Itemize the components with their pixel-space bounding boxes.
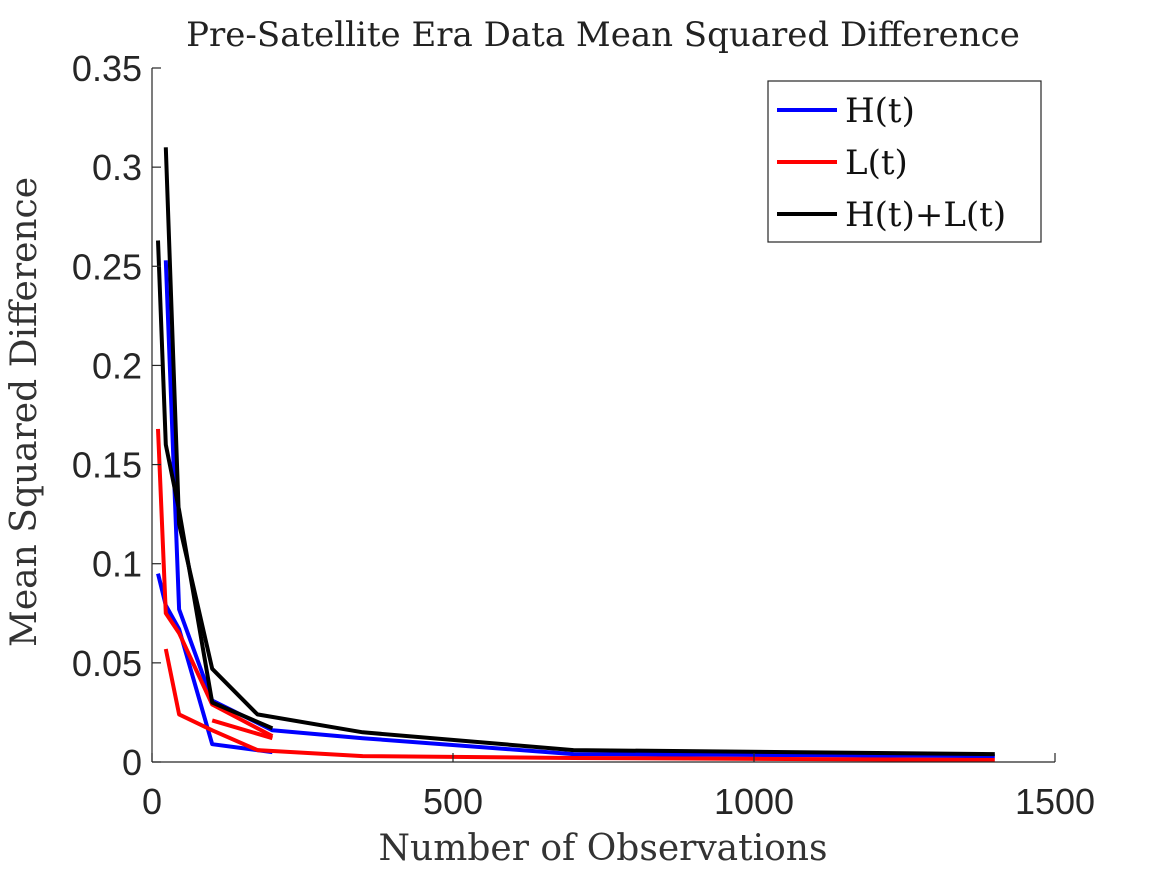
y-ticks: 0 0.05 0.1 0.15 0.2 0.25 0.3 0.35 (72, 48, 161, 783)
y-tick-label: 0.35 (72, 48, 142, 89)
x-axis-label: Number of Observations (379, 828, 828, 869)
x-tick-label: 0 (142, 781, 162, 822)
y-tick-label: 0.3 (92, 147, 142, 188)
y-tick-label: 0.2 (92, 345, 142, 386)
x-tick-label: 500 (423, 781, 483, 822)
y-axis-label: Mean Squared Difference (4, 177, 45, 647)
legend-label: H(t) (845, 91, 915, 131)
series-line-0-1 (163, 260, 995, 759)
series-line-1-1 (163, 648, 995, 762)
series-line-1-0 (156, 428, 274, 738)
series-layer (156, 147, 995, 762)
y-tick-label: 0.15 (72, 445, 142, 486)
y-tick-label: 0.1 (92, 544, 142, 585)
legend-label: H(t)+L(t) (845, 195, 1006, 235)
series-line-1-2 (211, 718, 273, 741)
y-tick-label: 0 (122, 742, 142, 783)
legend: H(t) L(t) H(t)+L(t) (767, 80, 1042, 243)
chart-title: Pre-Satellite Era Data Mean Squared Diff… (186, 15, 1020, 55)
x-tick-label: 1000 (714, 781, 794, 822)
legend-label: L(t) (845, 143, 908, 183)
x-ticks: 0 500 1000 1500 (142, 753, 1095, 822)
x-tick-label: 1500 (1015, 781, 1095, 822)
y-tick-label: 0.25 (72, 246, 142, 287)
y-tick-label: 0.05 (72, 643, 142, 684)
series-line-2-1 (163, 147, 995, 757)
